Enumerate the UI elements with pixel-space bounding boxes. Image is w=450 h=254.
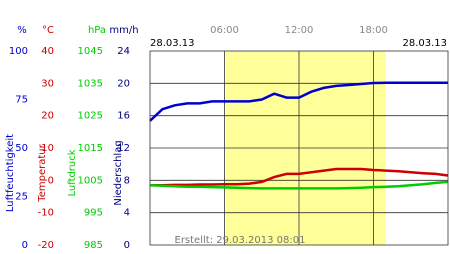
axis-unit: °C	[42, 25, 54, 36]
footer: Erstellt: 29.03.2013 08:01	[175, 235, 306, 246]
y-tick-label: 4	[124, 208, 130, 219]
y-tick-label: 16	[117, 111, 130, 122]
y-tick-label: 0	[48, 175, 54, 186]
axis-unit: hPa	[88, 25, 106, 36]
axis-unit: mm/h	[109, 25, 138, 36]
date-left: 28.03.13	[150, 38, 195, 49]
y-tick-label: 0	[22, 240, 28, 250]
y-tick-label: 24	[117, 46, 130, 57]
y-tick-label: 20	[117, 78, 130, 89]
y-tick-label: 50	[15, 143, 28, 154]
y-tick-label: 25	[15, 192, 28, 203]
y-tick-label: -20	[38, 240, 54, 250]
y-tick-label: 10	[41, 143, 54, 154]
series-line	[150, 167, 449, 187]
y-tick-label: 1025	[78, 111, 103, 122]
y-tick-label: 1005	[78, 175, 103, 186]
y-tick-label: 40	[41, 46, 54, 57]
y-tick-label: 1045	[78, 46, 103, 57]
y-tick-label: 995	[84, 208, 103, 219]
y-tick-label: 8	[124, 175, 130, 186]
axis-label: Luftdruck	[67, 149, 78, 196]
series-line	[149, 180, 449, 190]
axis-label: Temperatur	[37, 143, 48, 202]
y-tick-label: 20	[41, 111, 54, 122]
axis-unit: %	[17, 25, 27, 36]
date-right: 28.03.13	[402, 38, 447, 49]
plot-border	[149, 50, 449, 246]
axis-label: Niederschlag	[113, 140, 124, 205]
y-tick-label: -10	[38, 208, 54, 219]
y-tick-label: 1035	[78, 78, 103, 89]
y-tick-label: 30	[41, 78, 54, 89]
y-tick-label: 100	[9, 46, 28, 57]
axis-label: Luftfeuchtigkeit	[5, 134, 16, 212]
series-line	[149, 81, 448, 122]
x-tick-label: 18:00	[359, 25, 388, 36]
y-tick-label: 75	[15, 95, 28, 106]
y-tick-label: 985	[84, 240, 103, 250]
y-tick-label: 0	[124, 240, 130, 250]
x-tick-label: 12:00	[285, 25, 314, 36]
y-tick-label: 1015	[78, 143, 103, 154]
x-tick-label: 06:00	[210, 25, 239, 36]
y-tick-label: 12	[117, 143, 130, 154]
